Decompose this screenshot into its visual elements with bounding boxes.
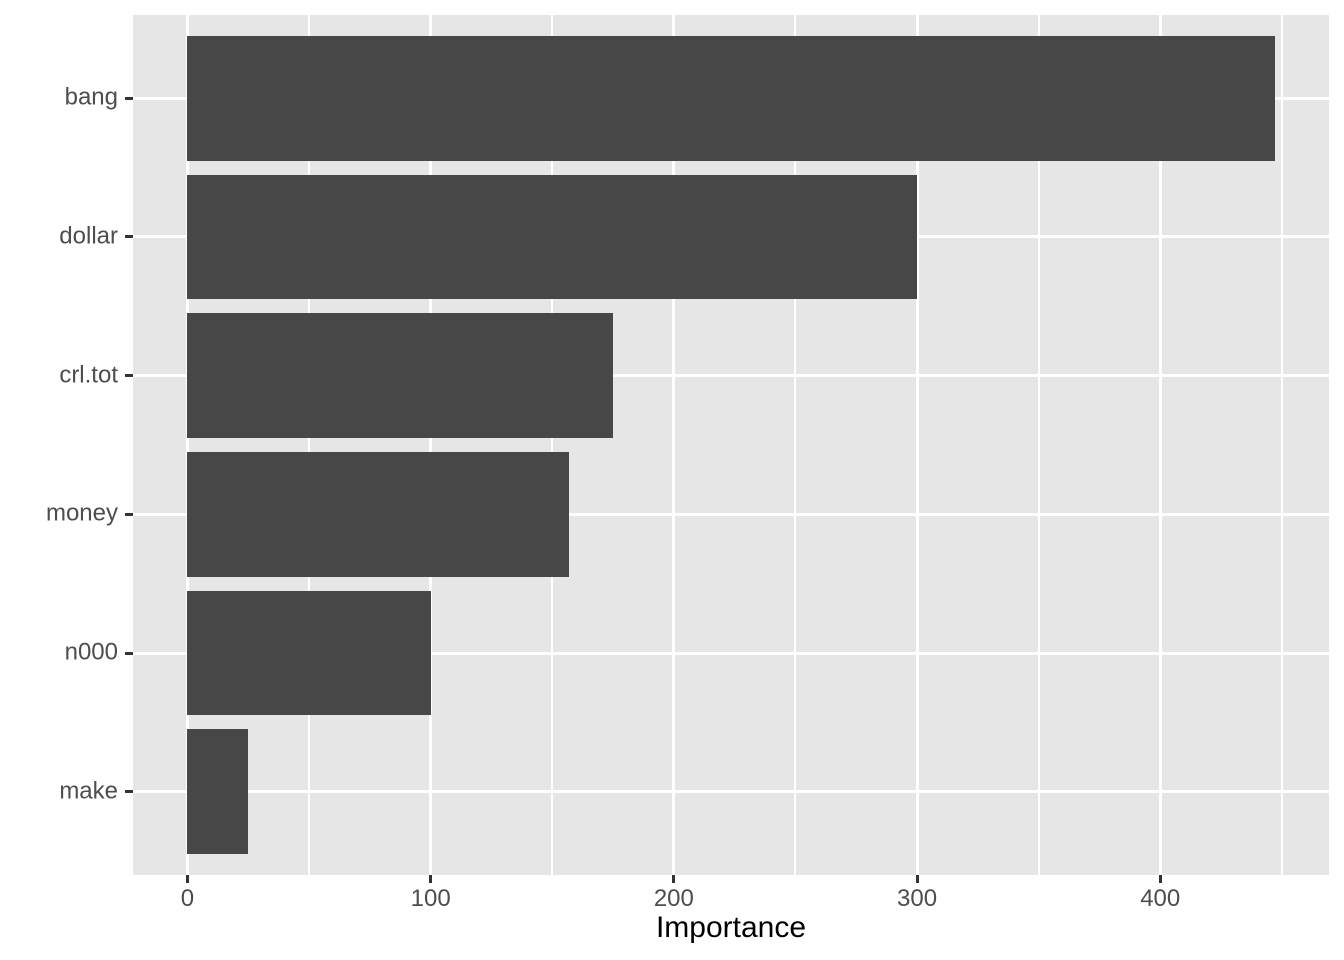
x-tick-mark: [185, 875, 189, 883]
x-tick-label: 400: [1140, 885, 1181, 912]
y-tick-label-dollar: dollar: [59, 222, 118, 250]
y-major-gridline: [133, 374, 1329, 378]
y-tick-mark: [125, 651, 133, 655]
y-tick-label-money: money: [45, 499, 118, 527]
y-tick-mark: [125, 96, 133, 100]
y-major-gridline: [133, 651, 1329, 655]
y-tick-label-crl.tot: crl.tot: [59, 361, 118, 389]
x-minor-gridline: [794, 15, 797, 875]
x-tick-label: 100: [410, 885, 451, 912]
plot-panel: [133, 15, 1329, 875]
y-tick-mark: [125, 374, 133, 378]
x-tick-label: 0: [180, 885, 195, 912]
x-axis: 0 100 200 300 400: [133, 875, 1329, 925]
bar-money: [187, 451, 570, 577]
x-tick-mark: [1158, 875, 1162, 883]
x-tick-mark: [672, 875, 676, 883]
bar-dollar: [187, 174, 918, 300]
x-major-gridline: [429, 15, 433, 875]
y-major-gridline: [133, 790, 1329, 794]
x-axis-title: Importance: [655, 911, 807, 944]
bar-make: [187, 729, 249, 855]
x-tick-mark: [429, 875, 433, 883]
x-minor-gridline: [308, 15, 311, 875]
y-axis: bang dollar crl.tot money n000 make: [0, 15, 133, 875]
bar-crl.tot: [187, 313, 614, 439]
y-tick-label-make: make: [59, 777, 118, 805]
x-major-gridline: [672, 15, 676, 875]
x-tick-label: 300: [897, 885, 938, 912]
x-tick-mark: [915, 875, 919, 883]
y-tick-label-bang: bang: [64, 83, 118, 111]
y-tick-label-n000: n000: [64, 638, 118, 666]
bar-bang: [187, 35, 1275, 161]
x-major-gridline: [915, 15, 919, 875]
x-major-gridline: [1158, 15, 1162, 875]
x-minor-gridline: [551, 15, 554, 875]
y-tick-mark: [125, 512, 133, 516]
x-minor-gridline: [1280, 15, 1283, 875]
y-tick-mark: [125, 790, 133, 794]
y-tick-mark: [125, 235, 133, 239]
x-major-gridline: [185, 15, 189, 875]
y-major-gridline: [133, 512, 1329, 516]
x-tick-label: 200: [653, 885, 694, 912]
x-minor-gridline: [1037, 15, 1040, 875]
bar-n000: [187, 590, 431, 716]
